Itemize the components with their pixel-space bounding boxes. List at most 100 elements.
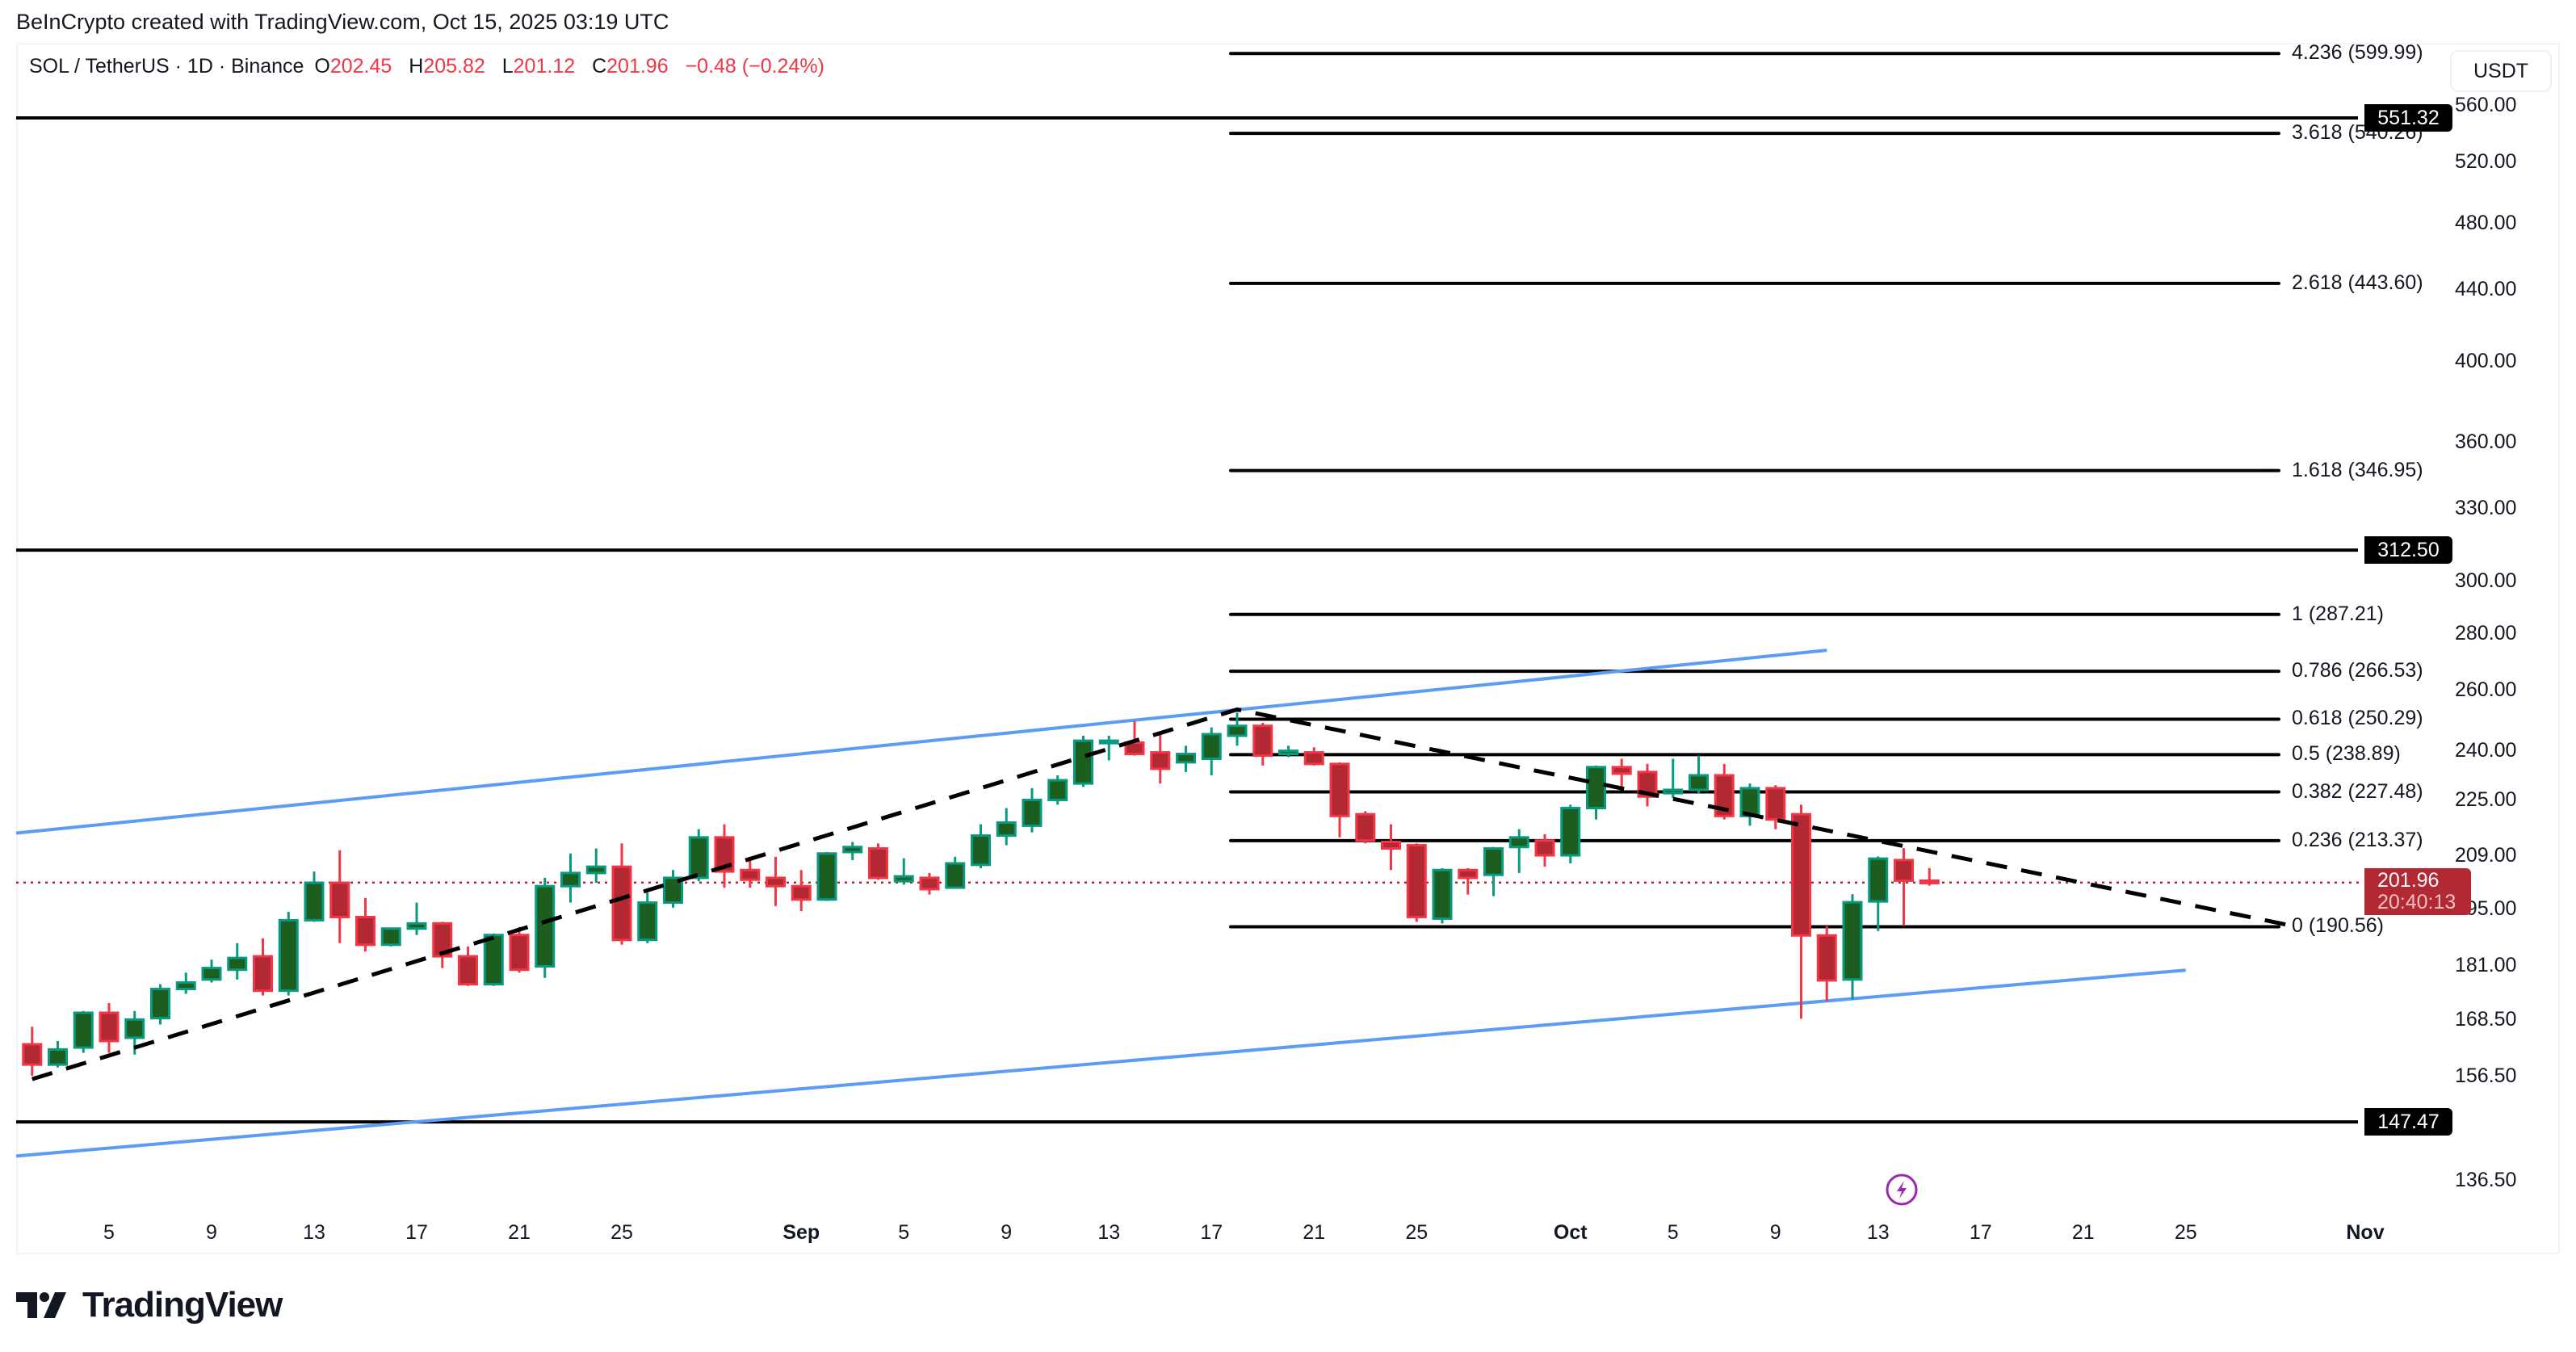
candle	[329, 850, 350, 943]
fib-level-label: 2.618 (443.60)	[2292, 271, 2423, 294]
candle	[227, 943, 248, 980]
candle-body	[611, 865, 632, 942]
channel-lower-line	[15, 968, 2186, 1158]
candle	[560, 853, 581, 903]
time-axis-tick: 13	[303, 1221, 325, 1244]
candle-body	[560, 871, 581, 888]
fib-level-label: 0.618 (250.29)	[2292, 707, 2423, 730]
candle	[1689, 755, 1709, 794]
candle	[1765, 785, 1786, 829]
candle	[1586, 765, 1606, 820]
level-price-tag: 312.50	[2364, 536, 2452, 565]
current-price-value: 201.96	[2377, 869, 2440, 892]
candle-body	[663, 876, 683, 905]
candle-body	[48, 1048, 68, 1066]
candle	[509, 926, 530, 973]
horizontal-levels	[16, 116, 2358, 1124]
candle	[1458, 867, 1479, 895]
candle-body	[73, 1011, 94, 1049]
candle-body	[1381, 841, 1401, 850]
candle-body	[688, 836, 709, 880]
candle-body	[432, 922, 453, 958]
candle-body	[996, 821, 1017, 838]
candle	[1329, 762, 1350, 838]
fib-level-label: 0.5 (238.89)	[2292, 742, 2401, 766]
candle-body	[1150, 751, 1171, 770]
level-price-tag: 147.47	[2364, 1108, 2452, 1136]
candle	[688, 829, 709, 882]
candle-body	[175, 981, 196, 991]
change-value: −0.48 (−0.24%)	[685, 55, 824, 78]
candle-body	[1894, 859, 1914, 882]
candle	[1355, 811, 1376, 844]
candle-body	[1842, 901, 1863, 981]
candle-body	[842, 846, 863, 854]
candle	[48, 1040, 68, 1068]
candle	[253, 938, 273, 996]
candle	[304, 871, 325, 922]
candle	[406, 902, 427, 935]
candle-body	[253, 955, 273, 993]
price-axis-tick: 136.50	[2455, 1169, 2517, 1191]
candle	[73, 1010, 94, 1053]
time-axis-tick: 5	[898, 1221, 910, 1244]
candle-body	[227, 956, 248, 972]
time-axis-tick: 17	[1200, 1221, 1223, 1244]
candle	[1739, 783, 1760, 826]
candle-body	[1176, 753, 1196, 764]
candle-body	[1637, 770, 1658, 798]
fib-level-label: 1 (287.21)	[2292, 602, 2384, 625]
high-value: 205.82	[423, 55, 485, 78]
candle	[1201, 727, 1222, 775]
attribution-text: BeInCrypto created with TradingView.com,…	[16, 10, 669, 34]
symbol-legend: SOL / TetherUS · 1D · Binance O202.45 H2…	[29, 55, 836, 78]
low-value: 201.12	[513, 55, 576, 78]
candle-body	[1098, 739, 1119, 745]
candle-body	[150, 988, 170, 1020]
candle	[1611, 758, 1632, 787]
candle-body	[124, 1018, 145, 1039]
candle	[201, 959, 222, 983]
price-axis-tick: 181.00	[2455, 953, 2517, 976]
candle	[1227, 712, 1248, 746]
candle	[1534, 833, 1555, 867]
candle-body	[22, 1043, 43, 1066]
candle	[1663, 758, 1684, 799]
price-axis-tick: 360.00	[2455, 430, 2517, 453]
candle	[432, 922, 453, 968]
candle	[1894, 848, 1914, 926]
candle	[1919, 867, 1940, 886]
open-key: O	[314, 55, 330, 78]
currency-button[interactable]: USDT	[2450, 50, 2552, 92]
time-axis-tick: 9	[206, 1221, 217, 1244]
candle-body	[1329, 762, 1350, 817]
candle	[1176, 745, 1196, 772]
candle-body	[971, 834, 991, 867]
lightning-event-icon[interactable]	[1885, 1173, 1919, 1207]
candle	[714, 824, 735, 888]
candle	[1150, 734, 1171, 784]
current-price-tag: 201.96 20:40:13	[2364, 868, 2471, 915]
candle-body	[1586, 766, 1606, 810]
symbol-name: SOL / TetherUS · 1D · Binance	[29, 55, 304, 78]
fib-level-label: 0.382 (227.48)	[2292, 779, 2423, 803]
candle	[1868, 856, 1889, 931]
candle-body	[1868, 857, 1889, 903]
time-axis-tick: Nov	[2346, 1221, 2385, 1244]
candle-body	[201, 967, 222, 981]
close-value: 201.96	[606, 55, 669, 78]
time-axis-tick: 25	[1405, 1221, 1429, 1244]
tradingview-wordmark: TradingView	[82, 1285, 283, 1325]
time-axis-tick: 25	[2174, 1221, 2197, 1244]
candle	[585, 848, 606, 883]
candle	[1483, 846, 1504, 896]
candle	[766, 856, 786, 906]
price-axis-tick: 560.00	[2455, 94, 2517, 117]
fib-level-label: 1.618 (346.95)	[2292, 458, 2423, 481]
tradingview-logo[interactable]: TradingView	[16, 1285, 283, 1325]
candle-body	[1689, 774, 1709, 791]
candle-body	[766, 876, 786, 888]
candle-body	[740, 868, 761, 881]
candle-body	[893, 875, 914, 883]
